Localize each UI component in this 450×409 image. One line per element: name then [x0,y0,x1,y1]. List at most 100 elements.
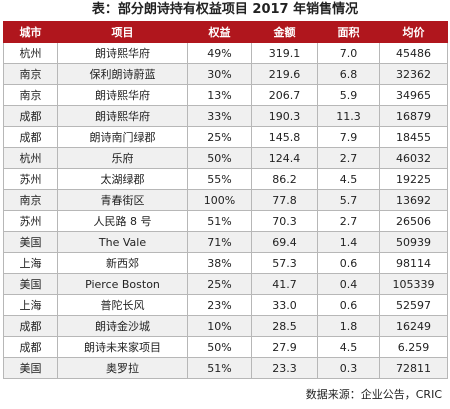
sales-table: 城市 项目 权益 金额 面积 均价 杭州 朗诗熙华府 49% 319.1 7.0 4548… [3,21,448,379]
avg-price-cell: 6.259 [379,336,448,358]
amount-cell: 86.2 [251,168,318,190]
avg-price-cell: 98114 [379,252,448,274]
avg-price-cell: 26506 [379,210,448,232]
city-cell: 美国 [3,273,58,295]
equity-cell: 51% [187,210,252,232]
project-cell: 普陀长风 [57,294,188,316]
amount-cell: 77.8 [251,189,318,211]
column-header-area: 面积 [317,21,380,43]
project-cell: 人民路 8 号 [57,210,188,232]
amount-cell: 206.7 [251,84,318,106]
equity-cell: 25% [187,273,252,295]
area-cell: 5.7 [317,189,380,211]
avg-price-cell: 16879 [379,105,448,127]
project-cell: 朗诗南门绿郡 [57,126,188,148]
area-cell: 1.4 [317,231,380,253]
avg-price-cell: 32362 [379,63,448,85]
table-row: 苏州 太湖绿郡 55% 86.2 4.5 19225 [3,168,448,190]
area-cell: 0.3 [317,357,380,379]
equity-cell: 38% [187,252,252,274]
table-row: 成都 朗诗金沙城 10% 28.5 1.8 16249 [3,315,448,337]
column-header-avg-price: 均价 [379,21,448,43]
avg-price-cell: 16249 [379,315,448,337]
project-cell: 保利朗诗蔚蓝 [57,63,188,85]
amount-cell: 319.1 [251,42,318,64]
table-row: 成都 朗诗南门绿郡 25% 145.8 7.9 18455 [3,126,448,148]
amount-cell: 70.3 [251,210,318,232]
area-cell: 11.3 [317,105,380,127]
city-cell: 南京 [3,63,58,85]
equity-cell: 33% [187,105,252,127]
area-cell: 0.6 [317,294,380,316]
table-row: 杭州 朗诗熙华府 49% 319.1 7.0 45486 [3,42,448,64]
amount-cell: 190.3 [251,105,318,127]
city-cell: 杭州 [3,42,58,64]
avg-price-cell: 46032 [379,147,448,169]
project-cell: 朗诗未来家项目 [57,336,188,358]
table-title: 表：部分朗诗持有权益项目 2017 年销售情况 [91,2,359,17]
table-row: 上海 普陀长风 23% 33.0 0.6 52597 [3,294,448,316]
equity-cell: 30% [187,63,252,85]
table-body: 杭州 朗诗熙华府 49% 319.1 7.0 45486 南京 保利朗诗蔚蓝 30% 219.6 6… [3,42,448,379]
column-header-project: 项目 [57,21,188,43]
column-header-city: 城市 [3,21,58,43]
amount-cell: 219.6 [251,63,318,85]
project-cell: 奥罗拉 [57,357,188,379]
equity-cell: 25% [187,126,252,148]
amount-cell: 33.0 [251,294,318,316]
avg-price-cell: 50939 [379,231,448,253]
table-row: 成都 朗诗未来家项目 50% 27.9 4.5 6.259 [3,336,448,358]
column-header-equity: 权益 [187,21,252,43]
area-cell: 6.8 [317,63,380,85]
project-cell: Pierce Boston [57,273,188,295]
equity-cell: 10% [187,315,252,337]
equity-cell: 49% [187,42,252,64]
equity-cell: 71% [187,231,252,253]
avg-price-cell: 18455 [379,126,448,148]
table-row: 南京 保利朗诗蔚蓝 30% 219.6 6.8 32362 [3,63,448,85]
city-cell: 成都 [3,105,58,127]
project-cell: 朗诗熙华府 [57,84,188,106]
city-cell: 杭州 [3,147,58,169]
area-cell: 0.6 [317,252,380,274]
city-cell: 苏州 [3,210,58,232]
avg-price-cell: 52597 [379,294,448,316]
project-cell: 新西郊 [57,252,188,274]
city-cell: 成都 [3,315,58,337]
table-row: 南京 朗诗熙华府 13% 206.7 5.9 34965 [3,84,448,106]
amount-cell: 145.8 [251,126,318,148]
city-cell: 上海 [3,294,58,316]
area-cell: 0.4 [317,273,380,295]
area-cell: 1.8 [317,315,380,337]
avg-price-cell: 34965 [379,84,448,106]
amount-cell: 28.5 [251,315,318,337]
project-cell: 朗诗熙华府 [57,42,188,64]
area-cell: 4.5 [317,336,380,358]
table-row: 美国 Pierce Boston 25% 41.7 0.4 105339 [3,273,448,295]
table-row: 杭州 乐府 50% 124.4 2.7 46032 [3,147,448,169]
project-cell: 朗诗熙华府 [57,105,188,127]
source-note: 数据来源：企业公告，CRIC [305,388,442,401]
city-cell: 美国 [3,357,58,379]
project-cell: The Vale [57,231,188,253]
header-row: 城市 项目 权益 金额 面积 均价 [3,21,448,43]
amount-cell: 124.4 [251,147,318,169]
amount-cell: 27.9 [251,336,318,358]
avg-price-cell: 105339 [379,273,448,295]
table-row: 南京 青春街区 100% 77.8 5.7 13692 [3,189,448,211]
avg-price-cell: 19225 [379,168,448,190]
amount-cell: 41.7 [251,273,318,295]
city-cell: 美国 [3,231,58,253]
amount-cell: 69.4 [251,231,318,253]
avg-price-cell: 72811 [379,357,448,379]
city-cell: 南京 [3,189,58,211]
table-row: 苏州 人民路 8 号 51% 70.3 2.7 26506 [3,210,448,232]
equity-cell: 50% [187,336,252,358]
table-row: 上海 新西郊 38% 57.3 0.6 98114 [3,252,448,274]
equity-cell: 50% [187,147,252,169]
project-cell: 朗诗金沙城 [57,315,188,337]
city-cell: 上海 [3,252,58,274]
area-cell: 5.9 [317,84,380,106]
area-cell: 2.7 [317,210,380,232]
